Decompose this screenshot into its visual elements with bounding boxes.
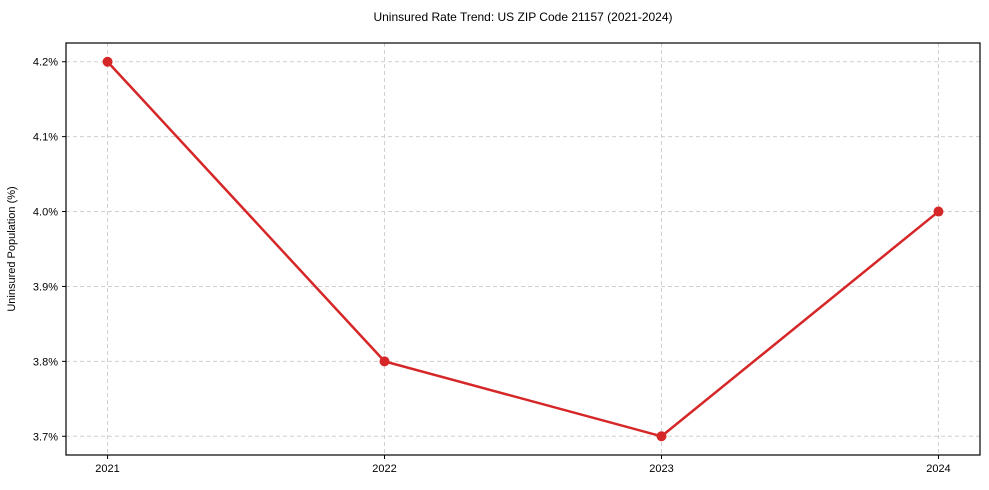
x-axis-tick-labels: 2021 2022 2023 2024 — [95, 463, 950, 475]
y-tick-label: 3.9% — [33, 281, 58, 293]
y-tick-label: 4.2% — [33, 57, 58, 69]
gridlines — [66, 43, 980, 455]
plot-area — [65, 42, 981, 456]
y-tick-label: 4.0% — [33, 207, 58, 219]
data-point — [379, 356, 390, 367]
trend-line — [106, 60, 940, 438]
y-tick-label: 3.7% — [33, 431, 58, 443]
y-tick-label: 3.8% — [33, 356, 58, 368]
chart-title: Uninsured Rate Trend: US ZIP Code 21157 … — [373, 10, 672, 24]
axis-ticks — [62, 61, 939, 459]
y-tick-label: 4.1% — [33, 132, 58, 144]
x-tick-label: 2023 — [649, 463, 673, 475]
x-tick-label: 2024 — [926, 463, 950, 475]
data-point — [102, 56, 113, 67]
x-tick-label: 2021 — [95, 463, 119, 475]
data-point — [933, 206, 944, 217]
data-point — [656, 431, 667, 442]
x-tick-label: 2022 — [372, 463, 396, 475]
data-series — [102, 56, 944, 442]
y-axis-label: Uninsured Population (%) — [6, 186, 18, 311]
y-axis-tick-labels: 3.7% 3.8% 3.9% 4.0% 4.1% 4.2% — [33, 57, 58, 444]
